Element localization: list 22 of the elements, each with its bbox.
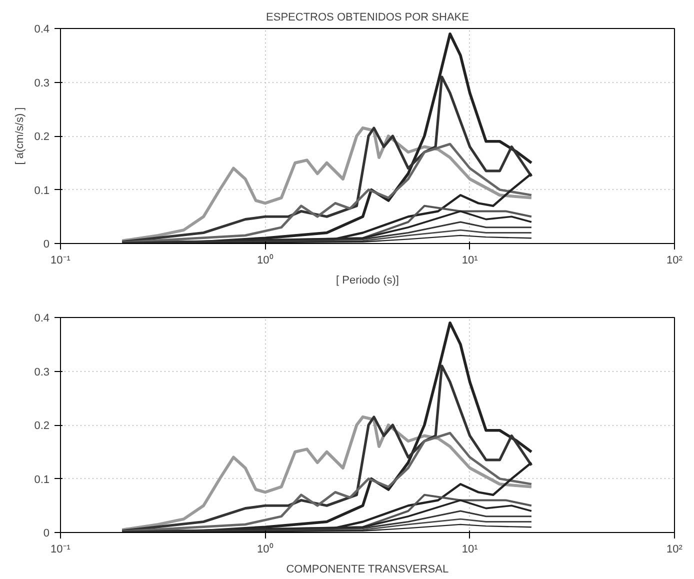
y-tick-label: 0.2 — [34, 131, 50, 143]
y-tick-label: 0 — [43, 238, 50, 250]
x-axis-title: [ Periodo (s)] — [336, 274, 399, 286]
x-tick-label: 10⁻¹ — [50, 254, 71, 266]
x-tick-label: 10⁰ — [257, 542, 274, 556]
x-tick-label: 10¹ — [462, 254, 478, 266]
x-tick-label: 10¹ — [462, 544, 478, 556]
x-tick-label: 10⁰ — [257, 254, 274, 266]
chart-title: ESPECTROS OBTENIDOS POR SHAKE — [266, 12, 469, 24]
x-axis-title: COMPONENTE TRANSVERSAL — [286, 564, 449, 576]
y-tick-label: 0 — [43, 528, 50, 540]
y-tick-label: 0.1 — [34, 474, 50, 486]
y-tick-label: 0.1 — [34, 184, 50, 197]
x-tick-label: 10⁻¹ — [50, 544, 71, 556]
y-tick-label: 0.3 — [34, 77, 50, 90]
x-tick-label: 10² — [666, 254, 683, 266]
y-tick-label: 0.4 — [34, 312, 50, 324]
y-tick-label: 0.2 — [34, 420, 50, 432]
y-tick-label: 0.3 — [34, 366, 50, 378]
x-tick-label: 10² — [666, 544, 683, 556]
y-tick-label: 0.4 — [34, 24, 50, 36]
y-axis-title: [ a(cm/s/s) ] — [14, 107, 26, 165]
